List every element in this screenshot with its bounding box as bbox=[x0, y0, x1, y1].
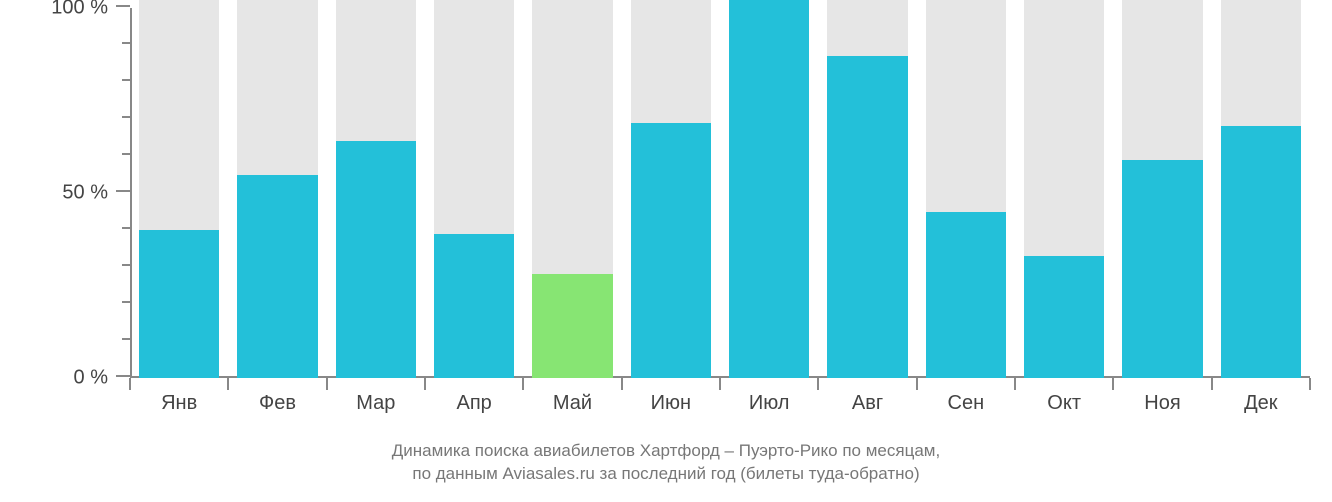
y-tick-minor bbox=[122, 116, 130, 118]
x-axis-label: Янв bbox=[161, 378, 197, 415]
bar-slot bbox=[336, 8, 417, 378]
bar bbox=[631, 123, 712, 378]
bar bbox=[237, 175, 318, 379]
plot-area: 0 %50 %100 %ЯнвФевМарАпрМайИюнИюлАвгСенО… bbox=[130, 8, 1310, 378]
x-axis-label: Май bbox=[553, 378, 592, 415]
y-axis-line bbox=[130, 8, 132, 378]
bar bbox=[827, 56, 908, 378]
x-tick bbox=[424, 378, 426, 390]
bar bbox=[434, 234, 515, 378]
y-axis-label: 50 % bbox=[62, 182, 130, 205]
x-tick bbox=[817, 378, 819, 390]
x-axis-label: Июл bbox=[749, 378, 790, 415]
bar-slot bbox=[631, 8, 712, 378]
x-axis-label: Авг bbox=[852, 378, 883, 415]
bar-slot bbox=[1221, 8, 1302, 378]
caption-line1: Динамика поиска авиабилетов Хартфорд – П… bbox=[392, 441, 940, 460]
bar bbox=[532, 274, 613, 378]
x-tick bbox=[522, 378, 524, 390]
x-tick bbox=[326, 378, 328, 390]
y-tick-minor bbox=[122, 42, 130, 44]
bar-slot bbox=[434, 8, 515, 378]
y-tick-minor bbox=[122, 79, 130, 81]
bar bbox=[336, 141, 417, 378]
bar-slot bbox=[926, 8, 1007, 378]
x-axis-label: Июн bbox=[651, 378, 691, 415]
bar-slot bbox=[729, 8, 810, 378]
y-axis-label: 0 % bbox=[74, 367, 130, 390]
y-tick-minor bbox=[122, 338, 130, 340]
x-axis-label: Окт bbox=[1047, 378, 1081, 415]
x-axis-label: Апр bbox=[457, 378, 492, 415]
bar bbox=[1024, 256, 1105, 378]
y-tick-minor bbox=[122, 227, 130, 229]
bar-slot bbox=[827, 8, 908, 378]
bar bbox=[139, 230, 220, 378]
bar bbox=[926, 212, 1007, 379]
x-axis-label: Фев bbox=[259, 378, 296, 415]
x-tick bbox=[227, 378, 229, 390]
y-axis-label: 100 % bbox=[51, 0, 130, 20]
x-tick bbox=[129, 378, 131, 390]
bar bbox=[729, 0, 810, 378]
bar-slot bbox=[139, 8, 220, 378]
x-tick bbox=[916, 378, 918, 390]
chart-caption: Динамика поиска авиабилетов Хартфорд – П… bbox=[0, 440, 1332, 486]
bar bbox=[1122, 160, 1203, 378]
x-axis-label: Сен bbox=[948, 378, 985, 415]
x-tick bbox=[1112, 378, 1114, 390]
x-axis-label: Дек bbox=[1244, 378, 1277, 415]
bar-slot bbox=[1024, 8, 1105, 378]
caption-line2: по данным Aviasales.ru за последний год … bbox=[412, 464, 919, 483]
bar bbox=[1221, 126, 1302, 378]
x-tick bbox=[1014, 378, 1016, 390]
y-tick-minor bbox=[122, 153, 130, 155]
bar-slot bbox=[1122, 8, 1203, 378]
x-axis-label: Мар bbox=[356, 378, 395, 415]
x-tick bbox=[1309, 378, 1311, 390]
y-tick-minor bbox=[122, 301, 130, 303]
y-tick-minor bbox=[122, 264, 130, 266]
x-tick bbox=[621, 378, 623, 390]
x-axis-label: Ноя bbox=[1144, 378, 1180, 415]
chart-container: 0 % 50 % 100 % Янв Фев Мар Апр Май Июн Июл Авг Сен О… bbox=[0, 0, 1332, 502]
x-tick bbox=[1211, 378, 1213, 390]
bar-slot bbox=[237, 8, 318, 378]
x-tick bbox=[719, 378, 721, 390]
bar-slot bbox=[532, 8, 613, 378]
